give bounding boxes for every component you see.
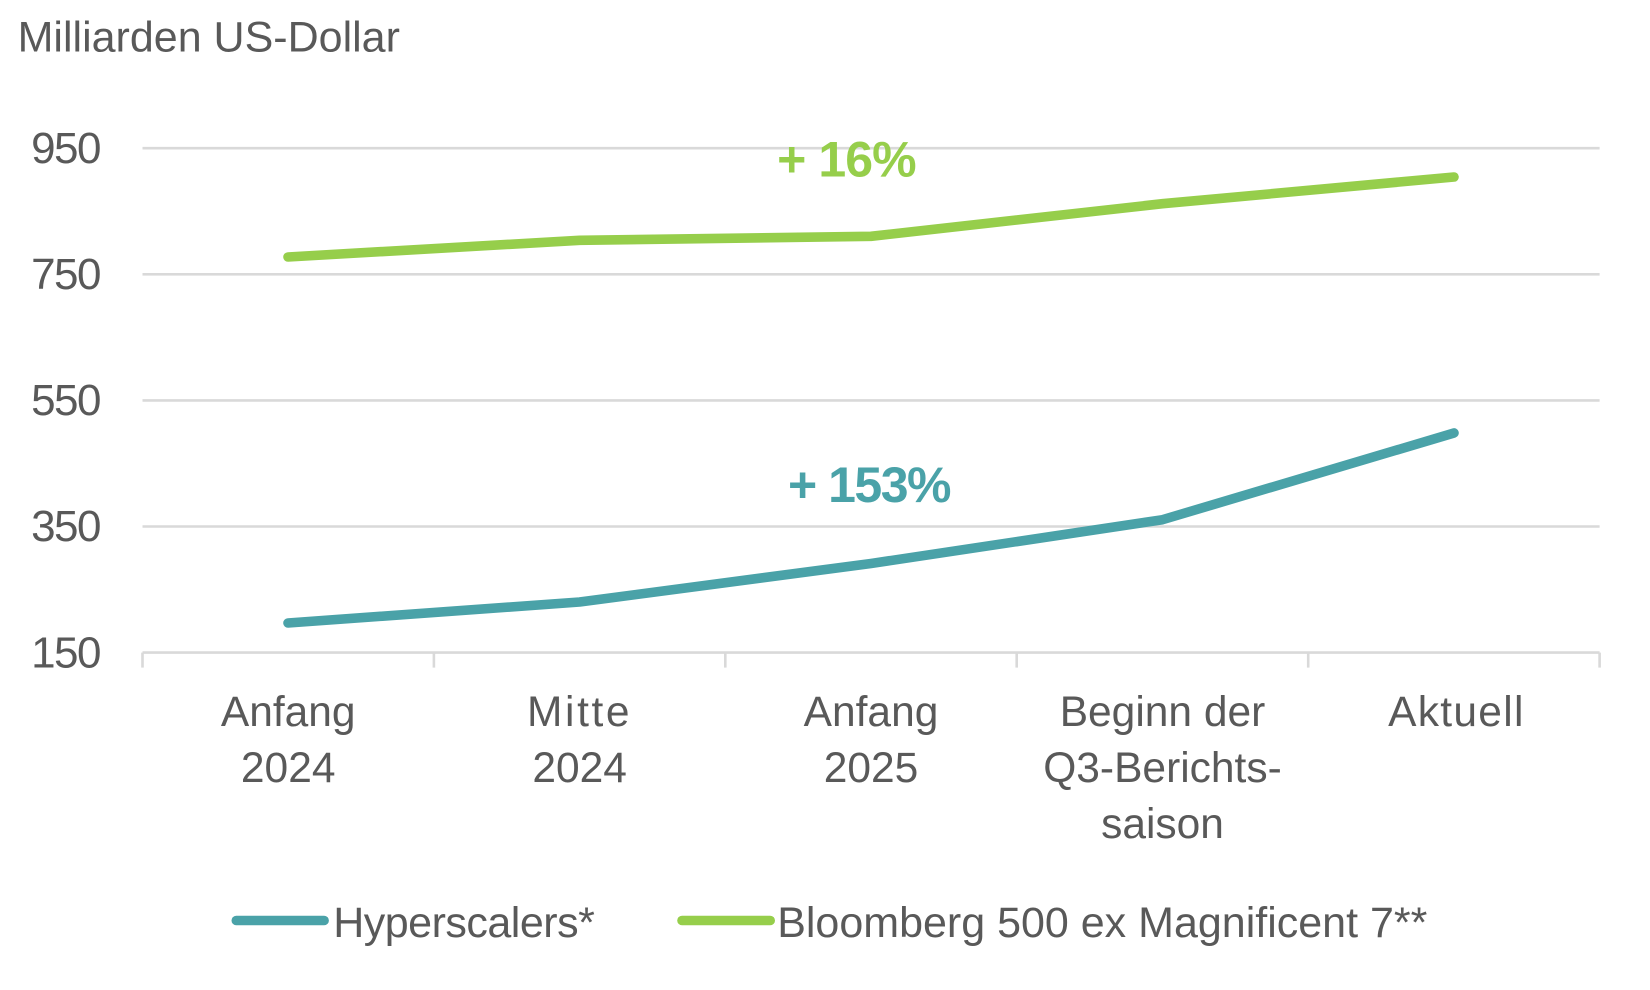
svg-text:+ 16%: + 16% [777, 131, 916, 187]
svg-text:550: 550 [31, 376, 100, 425]
svg-text:Aktuell: Aktuell [1388, 689, 1525, 736]
svg-text:2025: 2025 [824, 745, 919, 792]
svg-text:Anfang: Anfang [804, 689, 939, 736]
svg-text:350: 350 [31, 502, 100, 551]
svg-text:saison: saison [1101, 801, 1224, 848]
svg-text:750: 750 [31, 250, 100, 299]
svg-text:150: 150 [31, 628, 100, 677]
svg-text:Milliarden US-Dollar: Milliarden US-Dollar [18, 14, 400, 62]
svg-text:2024: 2024 [532, 745, 627, 792]
svg-text:+ 153%: + 153% [788, 457, 951, 513]
svg-text:950: 950 [31, 124, 100, 173]
svg-text:Mitte: Mitte [527, 689, 632, 736]
svg-text:Bloomberg 500 ex Magnificent 7: Bloomberg 500 ex Magnificent 7** [777, 899, 1427, 947]
svg-text:Anfang: Anfang [221, 689, 356, 736]
svg-text:Beginn der: Beginn der [1060, 689, 1266, 736]
svg-text:2024: 2024 [241, 745, 336, 792]
svg-text:Hyperscalers*: Hyperscalers* [333, 899, 595, 947]
svg-text:Q3-Berichts-: Q3-Berichts- [1043, 745, 1282, 792]
